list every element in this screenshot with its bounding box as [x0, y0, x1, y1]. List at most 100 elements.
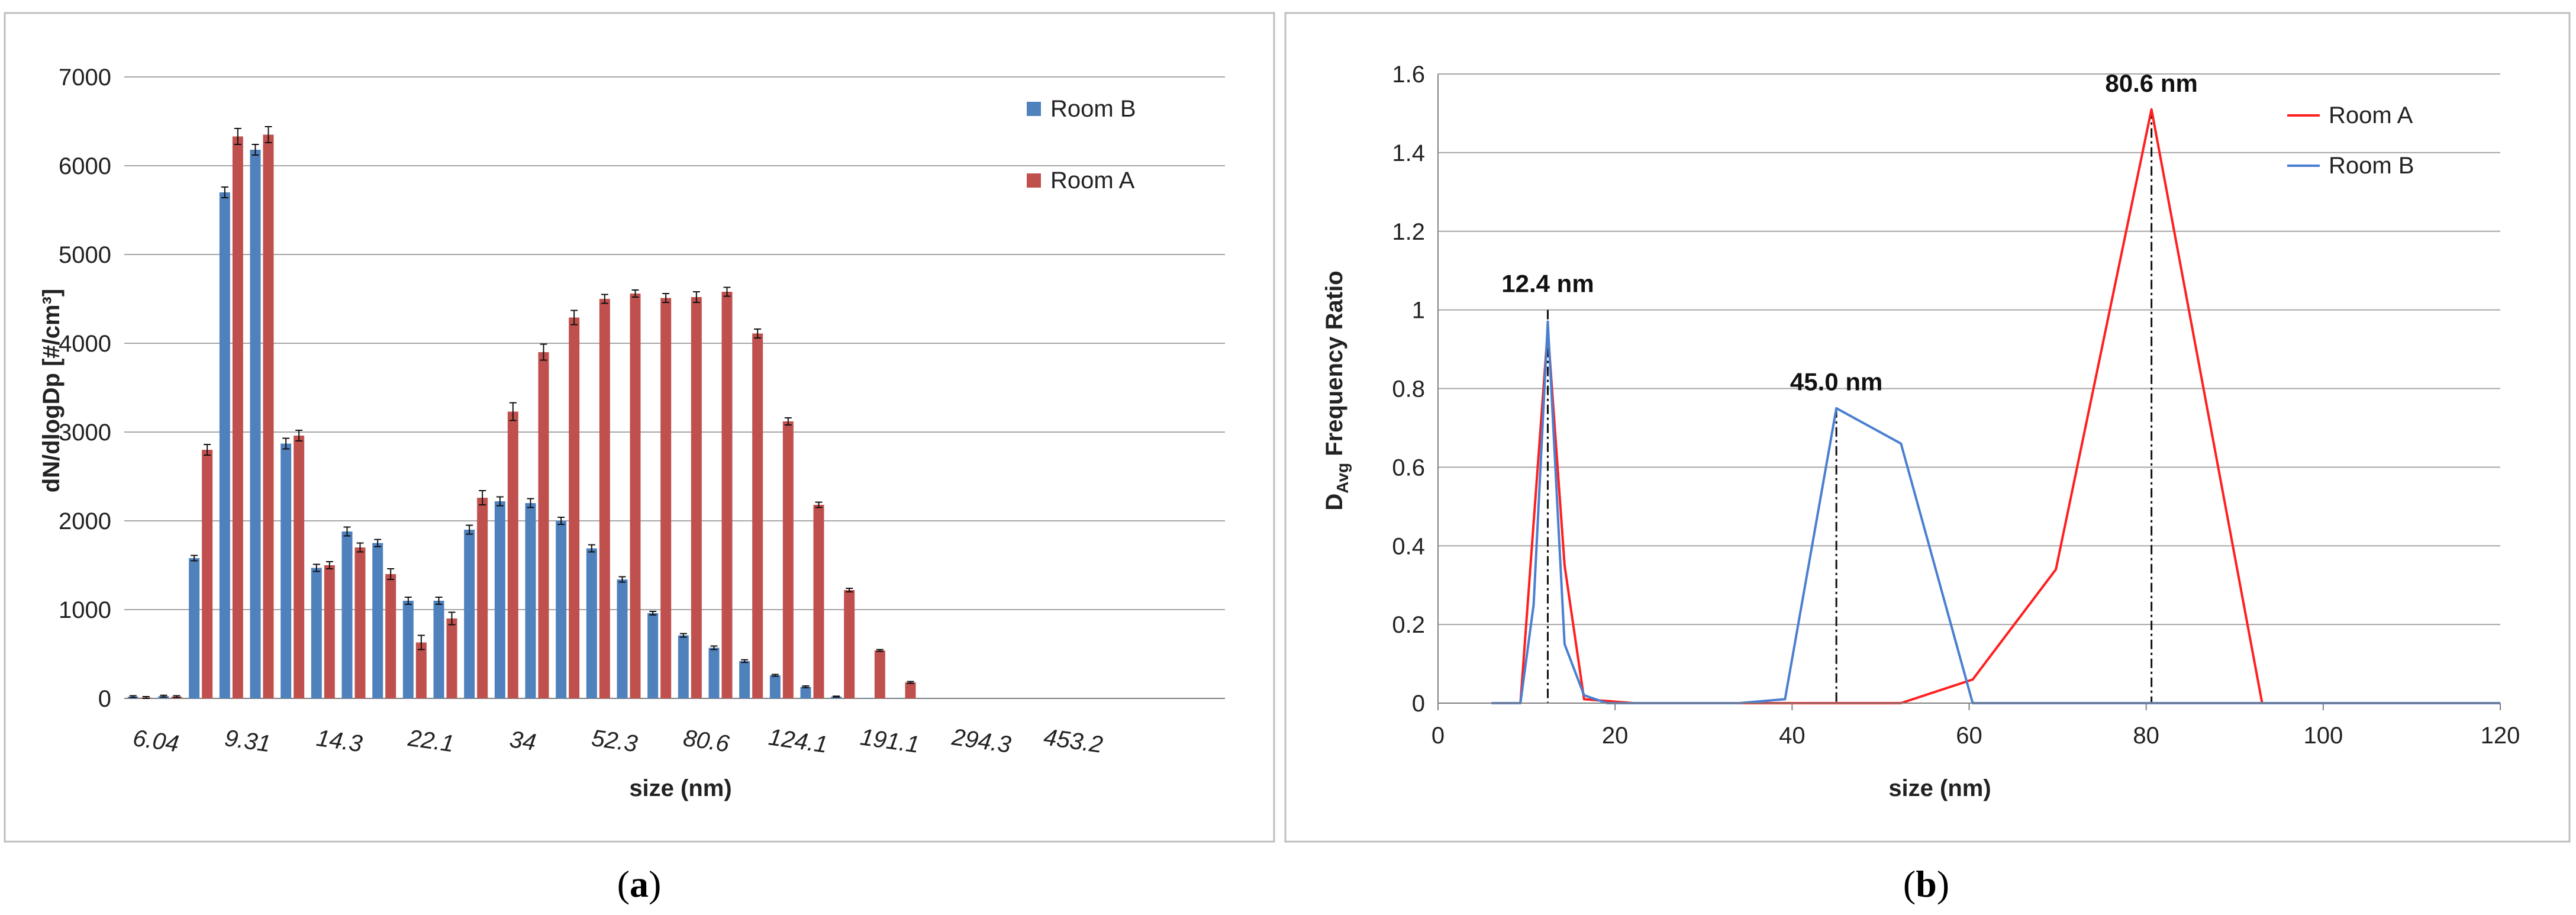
x-tick-label: 120: [2481, 723, 2520, 749]
chart-b-y-axis-label: DAvg Frequency Ratio: [1321, 270, 1352, 510]
error-bar: [142, 696, 150, 699]
bar-room-a: [569, 317, 580, 698]
chart-b: 00.20.40.60.811.21.41.6 0 20 40 60 80 100 120 …: [1321, 62, 2520, 801]
error-bar: [570, 310, 578, 326]
error-bar: [815, 501, 823, 508]
bar-room-a: [324, 565, 335, 698]
y-label-d: D: [1321, 494, 1347, 511]
bar-room-b: [281, 443, 292, 698]
error-bar: [679, 633, 687, 638]
bar-room-b: [433, 601, 444, 698]
chart-a: 0 1000 2000 3000 4000 5000 6000 7000 6.04 9.31 14…: [38, 65, 1225, 801]
bar-room-b: [647, 613, 659, 698]
error-bar: [802, 685, 810, 688]
y-tick-label: 0.8: [1392, 376, 1425, 402]
chart-a-gridlines: [124, 76, 1225, 699]
legend-label-room-a: Room A: [2329, 102, 2413, 128]
chart-b-gridlines: [1438, 73, 2500, 704]
bar-room-b: [556, 521, 567, 698]
chart-a-bars: [127, 126, 964, 699]
bar-room-b: [525, 503, 536, 698]
chart-a-x-tick-labels: 6.04 9.31 14.3 22.1 34 52.3 80.6 124.1 191.1 294.…: [131, 724, 1104, 758]
x-tick-label: 80.6: [682, 725, 731, 758]
x-tick-label: 9.31: [223, 725, 272, 757]
error-bar: [496, 496, 504, 507]
bar-room-a: [599, 299, 610, 698]
legend-swatch-room-a: [1027, 173, 1041, 188]
error-bar: [173, 695, 180, 698]
bar-room-a: [263, 134, 274, 698]
error-bar: [771, 674, 779, 677]
error-bar: [404, 597, 412, 605]
bar-room-a: [385, 574, 396, 698]
error-bar: [710, 645, 718, 650]
bar-room-b: [464, 530, 475, 698]
bar-room-b: [311, 568, 322, 698]
bar-room-a: [415, 642, 427, 698]
x-tick-label: 22.1: [406, 725, 456, 758]
error-bar: [631, 289, 639, 298]
error-bar: [876, 649, 884, 652]
error-bar: [252, 144, 259, 156]
x-tick-label: 60: [1956, 723, 1982, 749]
x-tick-label: 0: [1432, 723, 1445, 749]
bar-room-a: [721, 292, 733, 698]
bar-room-a: [232, 136, 243, 698]
error-bar: [601, 294, 608, 304]
legend-label-room-a: Room A: [1050, 167, 1135, 194]
bar-room-a: [782, 421, 794, 698]
y-tick-label: 6000: [59, 153, 111, 179]
y-tick-label: 0: [98, 686, 111, 712]
bar-room-b: [341, 531, 353, 698]
error-bar: [129, 695, 137, 698]
x-tick-label: 20: [1602, 723, 1629, 749]
error-bar: [907, 681, 914, 684]
y-tick-label: 4000: [59, 331, 111, 357]
y-tick-label: 5000: [59, 242, 111, 268]
error-bar: [527, 498, 534, 508]
peak-annotation: 45.0 nm: [1790, 368, 1882, 396]
chart-b-annotations: 12.4 nm 45.0 nm 80.6 nm: [1501, 69, 2198, 396]
legend-swatch-room-b: [1027, 102, 1041, 116]
error-bar: [588, 544, 595, 553]
y-tick-label: 1000: [59, 597, 111, 623]
error-bar: [618, 576, 626, 583]
error-bar: [557, 517, 565, 525]
bar-room-b: [800, 687, 811, 698]
error-bar: [846, 588, 853, 592]
peak-annotation: 80.6 nm: [2105, 69, 2197, 97]
x-tick-label: 6.04: [131, 725, 180, 757]
error-bar: [387, 568, 395, 580]
error-bar: [692, 291, 700, 303]
chart-b-peak-markers: [1546, 109, 2153, 703]
y-tick-label: 1.2: [1392, 219, 1425, 245]
error-bar: [312, 563, 320, 572]
y-label-avg-subscript: Avg: [1333, 463, 1352, 494]
panel-label-b: (b): [1903, 863, 1949, 905]
chart-a-legend: Room B Room A: [1027, 96, 1136, 194]
error-bar: [160, 694, 167, 698]
y-tick-label: 7000: [59, 65, 111, 91]
chart-b-axes: [1437, 74, 2501, 710]
bar-room-b: [219, 192, 230, 698]
bar-room-b: [250, 150, 261, 698]
x-tick-label: 34: [508, 726, 537, 756]
error-bar: [204, 444, 211, 456]
bar-room-b: [402, 601, 414, 698]
error-bar: [191, 555, 198, 562]
bar-room-b: [708, 647, 720, 698]
chart-a-x-axis-label: size (nm): [629, 775, 731, 801]
error-bar: [649, 611, 657, 616]
bar-room-b: [189, 558, 200, 698]
error-bar: [221, 186, 228, 198]
bar-room-a: [354, 547, 366, 698]
legend-label-room-b: Room B: [2329, 153, 2414, 179]
chart-a-y-tick-labels: 0 1000 2000 3000 4000 5000 6000 7000: [59, 65, 111, 712]
error-bar: [356, 542, 364, 553]
y-tick-label: 2000: [59, 508, 111, 534]
bar-room-b: [678, 635, 689, 698]
chart-b-frame: [1284, 12, 2571, 843]
bar-room-a: [630, 294, 641, 698]
bar-room-a: [905, 682, 916, 698]
